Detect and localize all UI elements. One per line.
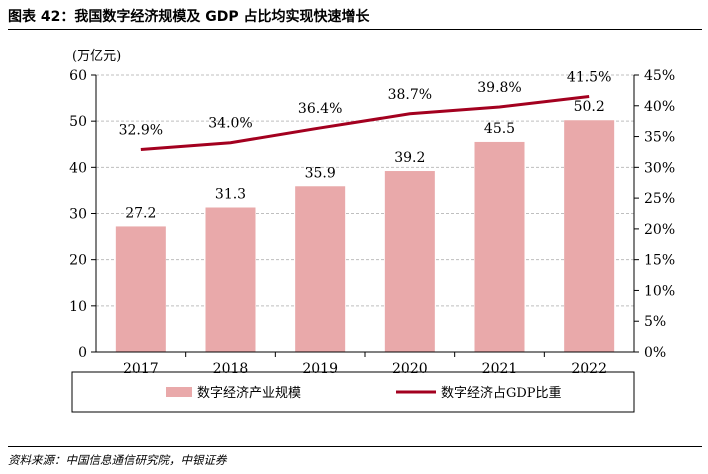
left-tick-label: 60 xyxy=(69,68,87,84)
line-value-label: 41.5% xyxy=(567,70,611,86)
bar-value-label: 31.3 xyxy=(215,186,246,202)
line-value-labels: 32.9% 34.0% 36.4% 38.7% 39.8% 41.5% xyxy=(119,70,612,139)
line-value-label: 36.4% xyxy=(298,101,342,117)
right-tick-label: 15% xyxy=(644,253,675,269)
line-value-label: 38.7% xyxy=(388,87,432,103)
bar xyxy=(205,207,256,352)
line-value-label: 34.0% xyxy=(208,116,252,132)
chart-title: 图表 42：我国数字经济规模及 GDP 占比均实现快速增长 xyxy=(8,9,370,25)
bar-value-label: 45.5 xyxy=(484,121,515,137)
bar-value-label: 39.2 xyxy=(394,150,425,166)
right-tick-label: 35% xyxy=(644,130,675,146)
legend-box xyxy=(71,371,635,413)
left-tick-label: 30 xyxy=(69,207,87,223)
right-axis-ticks: 0% 5% 10% 15% 20% 25% 30% 35% 40% 45% xyxy=(634,68,675,361)
legend-bar-label: 数字经济产业规模 xyxy=(197,386,301,401)
source-divider xyxy=(8,446,702,447)
left-tick-label: 50 xyxy=(69,114,87,130)
bar-value-label: 35.9 xyxy=(305,165,336,181)
right-tick-label: 0% xyxy=(644,345,666,361)
bar-series xyxy=(115,120,615,352)
gridlines xyxy=(96,74,634,307)
bar xyxy=(474,141,525,352)
left-axis-ticks: 0 10 20 30 40 50 60 xyxy=(69,68,96,361)
bar xyxy=(564,120,615,352)
right-tick-label: 10% xyxy=(644,283,675,299)
x-tick-label: 2022 xyxy=(571,361,607,377)
legend-bar-swatch xyxy=(166,387,192,397)
x-tick-label: 2018 xyxy=(213,361,249,377)
right-tick-label: 30% xyxy=(644,160,675,176)
bar xyxy=(295,186,346,352)
bar xyxy=(384,171,435,352)
combo-chart: (万亿元) 27.2 31.3 35.9 39.2 45.5 50.2 32.9% 34.0… xyxy=(69,49,675,413)
left-tick-label: 0 xyxy=(78,345,87,361)
right-tick-label: 5% xyxy=(644,314,666,330)
title-divider xyxy=(8,29,702,30)
right-tick-label: 25% xyxy=(644,191,675,207)
bar-value-label: 27.2 xyxy=(125,205,156,221)
left-tick-label: 10 xyxy=(69,299,87,315)
line-value-label: 32.9% xyxy=(119,122,163,138)
legend-line-label: 数字经济占GDP比重 xyxy=(441,385,562,401)
bar-value-label: 50.2 xyxy=(574,99,605,115)
right-tick-label: 45% xyxy=(644,68,675,84)
x-axis-ticks: 2017 2018 2019 2020 2021 2022 xyxy=(123,352,607,377)
x-tick-label: 2020 xyxy=(392,361,428,377)
bar-value-labels: 27.2 31.3 35.9 39.2 45.5 50.2 xyxy=(125,99,605,221)
source-note: 资料来源：中国信息通信研究院，中银证券 xyxy=(8,453,227,467)
right-tick-label: 40% xyxy=(644,99,675,115)
line-value-label: 39.8% xyxy=(477,80,521,96)
left-tick-label: 20 xyxy=(69,253,87,269)
right-tick-label: 20% xyxy=(644,222,675,238)
left-tick-label: 40 xyxy=(69,160,87,176)
x-tick-label: 2021 xyxy=(482,361,518,377)
x-tick-label: 2019 xyxy=(302,361,338,377)
x-tick-label: 2017 xyxy=(123,361,159,377)
legend: 数字经济产业规模 数字经济占GDP比重 xyxy=(71,371,635,413)
left-axis-unit-label: (万亿元) xyxy=(72,49,121,64)
bar xyxy=(115,226,166,352)
gdp-share-line xyxy=(140,95,590,151)
